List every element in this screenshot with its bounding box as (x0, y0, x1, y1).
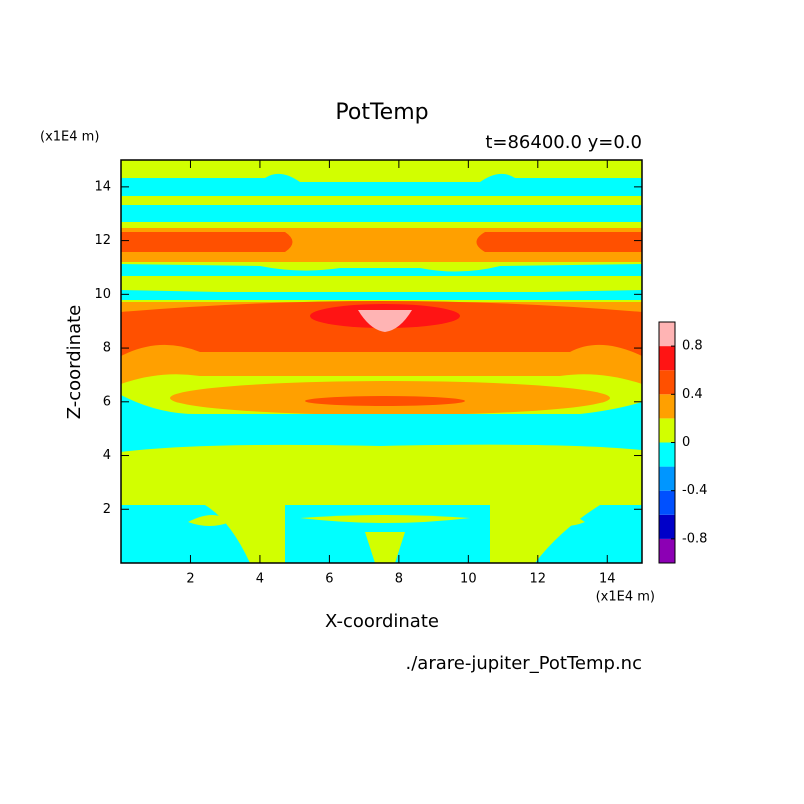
chart-subtitle: t=86400.0 y=0.0 (485, 132, 642, 153)
colorbar-swatch (659, 466, 675, 491)
contour-region (476, 232, 642, 252)
colorbar-swatch (659, 418, 675, 443)
plot-frame (120, 159, 643, 564)
x-unit: (x1E4 m) (596, 590, 655, 605)
contour-region (121, 205, 642, 222)
contour-region (365, 532, 405, 563)
colorbar-tick-label: -0.4 (682, 483, 707, 498)
x-tick-label: 4 (256, 572, 264, 587)
contour-region (188, 515, 230, 526)
colorbar-tick-label: -0.8 (682, 531, 707, 546)
colorbar-swatch (659, 490, 675, 515)
colorbar-swatch (659, 346, 675, 371)
contour-region (548, 515, 585, 526)
x-tick-label: 12 (530, 572, 547, 587)
y-tick-label: 12 (94, 233, 111, 248)
contour-region (121, 232, 293, 252)
y-tick-label: 14 (94, 179, 111, 194)
colorbar-tick-label: 0 (682, 435, 690, 450)
contour-field (121, 160, 642, 563)
x-axis-label: X-coordinate (325, 611, 439, 632)
colorbar-tick-label: 0.4 (682, 387, 703, 402)
y-tick-label: 8 (103, 341, 111, 356)
colorbar-swatch (659, 538, 675, 563)
contour-region (121, 264, 642, 276)
colorbar-tick-label: 0.8 (682, 339, 703, 354)
contour-region (358, 310, 412, 332)
chart-title: PotTemp (335, 100, 428, 125)
contour-region (121, 290, 642, 300)
x-tick-label: 2 (186, 572, 194, 587)
y-axis-label: Z-coordinate (64, 305, 85, 420)
contour-region (121, 395, 642, 452)
x-tick-label: 14 (599, 572, 616, 587)
colorbar-swatch (659, 322, 675, 347)
contour-region (300, 515, 470, 523)
y-tick-label: 2 (103, 502, 111, 517)
contour-region (121, 173, 642, 196)
source-label: ./arare-jupiter_PotTemp.nc (406, 653, 642, 674)
x-tick-label: 6 (325, 572, 333, 587)
y-tick-label: 4 (103, 448, 111, 463)
y-tick-label: 6 (103, 394, 111, 409)
colorbar-swatch (659, 394, 675, 419)
contour-region (535, 505, 642, 563)
contour-region (305, 396, 465, 406)
colorbar-swatch (659, 370, 675, 395)
colorbar-swatch (659, 514, 675, 539)
x-tick-label: 8 (395, 572, 403, 587)
y-tick-label: 10 (94, 287, 111, 302)
colorbar-swatch (659, 442, 675, 467)
x-tick-label: 10 (460, 572, 477, 587)
y-unit: (x1E4 m) (40, 130, 99, 145)
